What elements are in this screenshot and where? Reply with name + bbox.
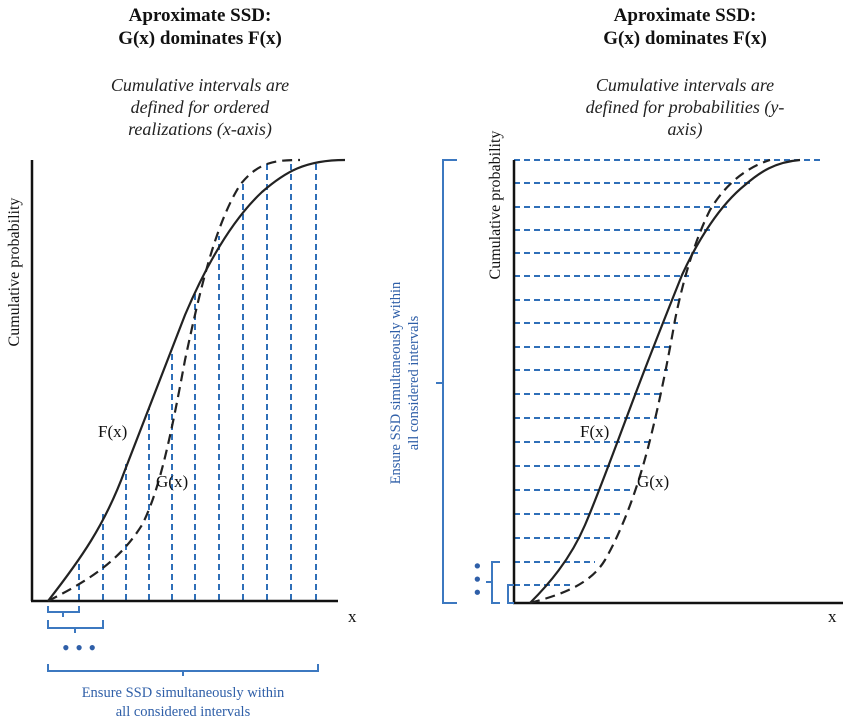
left-subtitle-line2: defined for ordered [130, 97, 270, 117]
left-brace-small [47, 606, 80, 617]
left-note-line1: Ensure SSD simultaneously within [82, 685, 285, 701]
right-subtitle: Cumulative intervals are defined for pro… [555, 74, 815, 140]
left-label-G: G(x) [156, 472, 188, 491]
left-x-axis-label: x [348, 607, 357, 626]
right-x-axis-label: x [828, 607, 837, 626]
right-subtitle-line1: Cumulative intervals are [595, 75, 775, 95]
right-curve-F [529, 158, 801, 604]
right-brace-large [436, 159, 457, 604]
right-title-line1: Aproximate SSD: [613, 5, 757, 26]
left-y-axis-label: Cumulative probability [6, 198, 23, 347]
right-subtitle-line3: axis) [667, 119, 703, 139]
right-panel: Cumulative probability x F(x) G(x) • • •… [388, 131, 843, 626]
right-y-axis-label: Cumulative probability [487, 131, 504, 280]
left-curve-F [47, 158, 346, 602]
left-subtitle-line1: Cumulative intervals are [110, 75, 290, 95]
left-label-F: F(x) [98, 422, 127, 441]
right-note-line2: all considered intervals [406, 315, 422, 450]
right-label-G: G(x) [637, 472, 669, 491]
left-brace-medium [47, 620, 104, 633]
right-subtitle-line2: defined for probabilities (y- [585, 97, 785, 117]
right-brace-medium [486, 561, 500, 604]
left-braces [47, 606, 319, 676]
left-title-line1: Aproximate SSD: [128, 5, 272, 26]
left-subtitle: Cumulative intervals are defined for ord… [75, 74, 325, 140]
left-interval-lines [78, 160, 317, 600]
right-title-line2: G(x) dominates F(x) [603, 28, 767, 49]
right-curve-G [529, 158, 771, 605]
right-braces [436, 159, 514, 604]
left-ellipsis-dots: • • • [62, 635, 96, 660]
left-title: Aproximate SSD: G(x) dominates F(x) [85, 4, 315, 50]
right-ellipsis-dots: • • • [465, 562, 490, 596]
left-note-line2: all considered intervals [116, 704, 251, 720]
right-label-F: F(x) [580, 422, 609, 441]
left-title-line2: G(x) dominates F(x) [118, 28, 282, 49]
left-brace-large [47, 664, 319, 676]
right-note-line1: Ensure SSD simultaneously within [388, 281, 404, 484]
left-curve-G [47, 158, 301, 602]
right-interval-lines [514, 159, 822, 586]
right-brace-small [507, 584, 514, 604]
left-subtitle-line3: realizations (x-axis) [128, 119, 272, 139]
left-panel: Cumulative probability x F(x) G(x) • • •… [6, 158, 357, 720]
right-title: Aproximate SSD: G(x) dominates F(x) [570, 4, 800, 50]
